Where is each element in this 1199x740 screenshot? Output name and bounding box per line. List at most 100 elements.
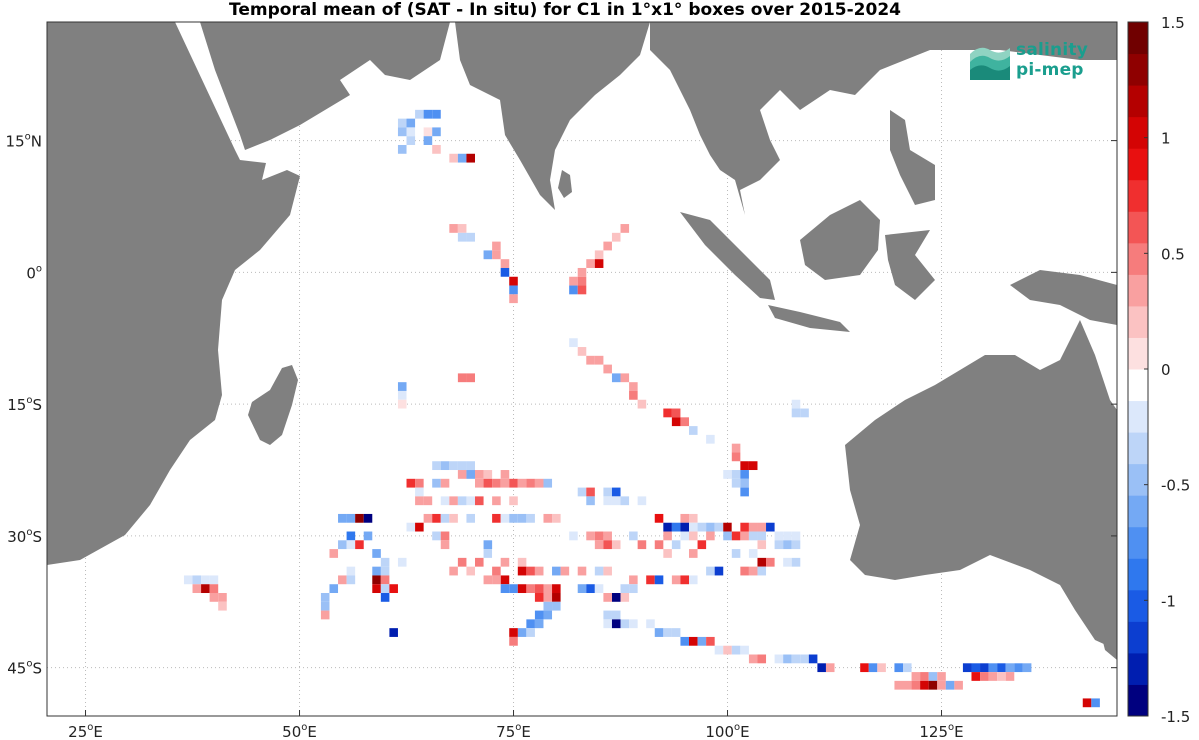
colorbar-swatch	[1128, 652, 1148, 685]
colorbar-swatch	[1128, 305, 1148, 338]
data-cell	[740, 478, 749, 488]
data-cell	[380, 566, 390, 576]
data-cell	[517, 478, 527, 488]
data-cell	[577, 566, 587, 576]
data-cell	[603, 566, 612, 576]
data-cell	[603, 487, 612, 497]
data-cell	[680, 531, 689, 541]
data-cell	[997, 663, 1006, 673]
colorbar-swatch	[1128, 589, 1148, 622]
data-cell	[697, 434, 707, 444]
data-cell	[192, 575, 202, 585]
data-cell	[603, 540, 612, 550]
data-cell	[466, 461, 475, 471]
data-cell	[740, 531, 749, 541]
data-cell	[671, 540, 681, 550]
data-cell	[475, 496, 484, 506]
data-cell	[397, 399, 407, 409]
data-cell	[569, 276, 578, 286]
data-cell	[449, 153, 458, 163]
data-cell	[586, 487, 595, 497]
data-cell	[432, 144, 441, 154]
land-arabia	[200, 22, 450, 150]
lon-label-50: 50oE	[282, 722, 317, 740]
data-cell	[492, 513, 501, 523]
data-cell	[731, 470, 741, 479]
data-cell	[620, 584, 630, 594]
data-cell	[475, 478, 484, 488]
data-cell	[603, 619, 612, 629]
data-cell	[415, 522, 424, 532]
data-cell	[320, 593, 330, 602]
data-cell	[406, 522, 416, 532]
data-cell	[629, 390, 638, 400]
data-cell	[423, 496, 433, 506]
data-cell	[740, 461, 749, 471]
data-cell	[894, 680, 903, 690]
data-cell	[706, 522, 715, 532]
data-cell	[689, 549, 698, 558]
colorbar-swatch	[1128, 400, 1148, 433]
data-cell	[937, 680, 946, 690]
data-cell	[372, 566, 381, 576]
data-cell	[594, 540, 604, 550]
data-cell	[723, 522, 732, 532]
data-cell	[363, 513, 373, 523]
data-cell	[731, 522, 741, 532]
data-cell	[611, 619, 621, 629]
data-cell	[372, 575, 381, 585]
data-cell	[457, 232, 467, 242]
data-cell	[937, 672, 946, 681]
land-india	[455, 22, 650, 210]
data-cell	[757, 531, 767, 541]
data-cell	[543, 584, 553, 594]
land-australia	[845, 320, 1117, 650]
data-cell	[748, 654, 758, 664]
data-cell	[397, 382, 407, 391]
colorbar-swatch	[1128, 53, 1148, 86]
data-cell	[637, 496, 647, 506]
data-cell	[689, 513, 698, 523]
data-cell	[680, 513, 689, 523]
data-cell	[432, 513, 441, 523]
data-cell	[740, 487, 749, 497]
data-cell	[988, 663, 998, 673]
colorbar-swatch	[1128, 85, 1148, 118]
data-cell	[492, 478, 501, 488]
data-cell	[971, 663, 981, 673]
data-cell	[449, 496, 458, 506]
data-cell	[920, 680, 929, 690]
data-cell	[432, 531, 441, 541]
colorbar-label: 1.5	[1161, 14, 1185, 32]
data-cell	[338, 513, 347, 523]
data-cell	[629, 382, 638, 391]
data-cell	[492, 566, 501, 576]
data-cell	[517, 628, 527, 637]
lat-label-n15: 15oN	[6, 132, 42, 151]
colorbar-swatch	[1128, 369, 1148, 402]
data-cell	[218, 593, 227, 602]
data-cell	[509, 636, 518, 646]
data-cell	[646, 575, 655, 585]
data-cell	[671, 628, 681, 637]
data-cell	[569, 285, 578, 295]
data-cell	[346, 566, 356, 576]
data-cell	[997, 672, 1006, 681]
colorbar: 1.5 1 0.5 0 -0.5 -1 -1.5	[1127, 14, 1190, 726]
data-cell	[449, 566, 458, 576]
data-cell	[492, 549, 501, 558]
data-cell	[355, 513, 364, 523]
land-new-guinea	[1010, 270, 1117, 325]
data-cell	[534, 610, 544, 620]
data-cell	[509, 276, 518, 286]
data-cell	[526, 619, 535, 629]
data-cell	[509, 584, 518, 594]
data-cell	[406, 118, 416, 128]
data-cell	[509, 513, 518, 523]
data-cell	[440, 531, 450, 541]
data-cell	[483, 549, 493, 558]
data-cell	[663, 628, 672, 637]
data-cell	[492, 496, 501, 506]
data-cell	[586, 584, 595, 594]
data-cell	[338, 575, 347, 585]
